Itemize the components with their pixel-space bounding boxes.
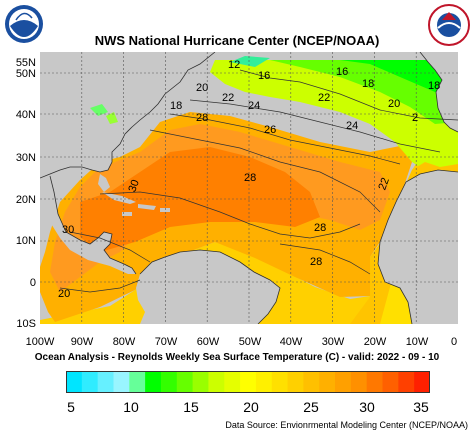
data-source-note: Data Source: Envionrmental Modeling Cent… bbox=[225, 420, 468, 430]
sst-map bbox=[40, 52, 458, 324]
colorbar-swatch bbox=[287, 371, 304, 393]
contour-label: 18 bbox=[170, 100, 183, 112]
colorbar-swatch bbox=[414, 371, 430, 393]
colorbar-swatch bbox=[350, 371, 368, 393]
colorbar-swatch bbox=[398, 371, 415, 393]
colorbar-swatch bbox=[160, 371, 178, 393]
latitude-label: 55N bbox=[15, 57, 36, 69]
contour-label: 20 bbox=[388, 98, 401, 110]
contour-label: 24 bbox=[346, 120, 359, 132]
colorbar-swatch bbox=[208, 371, 225, 393]
colorbar-swatch bbox=[240, 371, 257, 393]
contour-label: 20 bbox=[58, 288, 71, 300]
colorbar-swatch bbox=[255, 371, 273, 393]
longitude-label: 60W bbox=[196, 336, 220, 348]
latitude-label: 40N bbox=[15, 109, 36, 121]
colorbar-tick: 30 bbox=[359, 399, 375, 415]
contour-label: 12 bbox=[228, 59, 241, 71]
page-title: NWS National Hurricane Center (NCEP/NOAA… bbox=[94, 33, 380, 48]
longitude-label: 50W bbox=[238, 336, 262, 348]
colorbar-swatch bbox=[366, 371, 384, 393]
longitude-label: 70W bbox=[154, 336, 178, 348]
contour-label: 18 bbox=[362, 78, 375, 90]
contour-label: 22 bbox=[318, 92, 331, 104]
contour-label: 16 bbox=[258, 70, 271, 82]
colorbar-swatch bbox=[176, 371, 194, 393]
longitude-label: 20W bbox=[363, 336, 387, 348]
contour-label: 28 bbox=[244, 172, 257, 184]
longitude-label: 0 bbox=[450, 336, 458, 348]
contour-label: 30 bbox=[62, 224, 75, 236]
noaa-logo-icon bbox=[5, 5, 43, 43]
colorbar-tick: 5 bbox=[67, 399, 75, 415]
colorbar-swatch bbox=[113, 371, 130, 393]
colorbar-tick: 35 bbox=[413, 399, 429, 415]
land-north-america bbox=[40, 52, 215, 178]
colorbar-swatch bbox=[97, 371, 114, 393]
contour-label: 2 bbox=[412, 112, 419, 124]
colorbar-swatch bbox=[81, 371, 99, 393]
colorbar-swatch bbox=[66, 371, 83, 393]
colorbar-tick: 25 bbox=[303, 399, 319, 415]
contour-label: 24 bbox=[248, 100, 261, 112]
analysis-subtitle: Ocean Analysis - Reynolds Weekly Sea Sur… bbox=[34, 352, 440, 363]
longitude-label: 90W bbox=[70, 336, 94, 348]
latitude-label: 20N bbox=[15, 194, 36, 206]
colorbar-swatch bbox=[382, 371, 399, 393]
latitude-label: 10S bbox=[16, 318, 36, 330]
colorbar-border bbox=[66, 371, 430, 393]
temperature-colorbar bbox=[66, 371, 430, 393]
contour-label: 28 bbox=[196, 112, 209, 124]
nws-logo-icon bbox=[428, 4, 470, 46]
contour-label: 26 bbox=[264, 124, 277, 136]
colorbar-swatch bbox=[303, 371, 320, 393]
longitude-label: 80W bbox=[112, 336, 136, 348]
colorbar-swatch bbox=[335, 371, 352, 393]
contour-label: 28 bbox=[314, 222, 327, 234]
colorbar-swatch bbox=[192, 371, 209, 393]
contour-label: 18 bbox=[428, 80, 441, 92]
colorbar-swatch bbox=[224, 371, 241, 393]
colorbar-tick: 15 bbox=[183, 399, 199, 415]
contour-label: 20 bbox=[196, 82, 209, 94]
contour-label: 16 bbox=[336, 66, 349, 78]
longitude-label: 40W bbox=[279, 336, 303, 348]
longitude-label: 100W bbox=[25, 336, 55, 348]
colorbar-swatch bbox=[129, 371, 146, 393]
colorbar-tick: 20 bbox=[243, 399, 259, 415]
latitude-label: 0 bbox=[29, 277, 36, 289]
longitude-label: 10W bbox=[405, 336, 429, 348]
colorbar-swatch bbox=[271, 371, 289, 393]
colorbar-swatch bbox=[145, 371, 162, 393]
contour-label: 22 bbox=[222, 92, 235, 104]
colorbar-swatch bbox=[319, 371, 336, 393]
latitude-label: 10N bbox=[15, 235, 36, 247]
land-africa bbox=[378, 170, 458, 324]
longitude-label: 30W bbox=[321, 336, 345, 348]
contour-label: 28 bbox=[310, 256, 323, 268]
latitude-label: 50N bbox=[15, 68, 36, 80]
latitude-label: 30N bbox=[15, 152, 36, 164]
colorbar-tick: 10 bbox=[123, 399, 139, 415]
